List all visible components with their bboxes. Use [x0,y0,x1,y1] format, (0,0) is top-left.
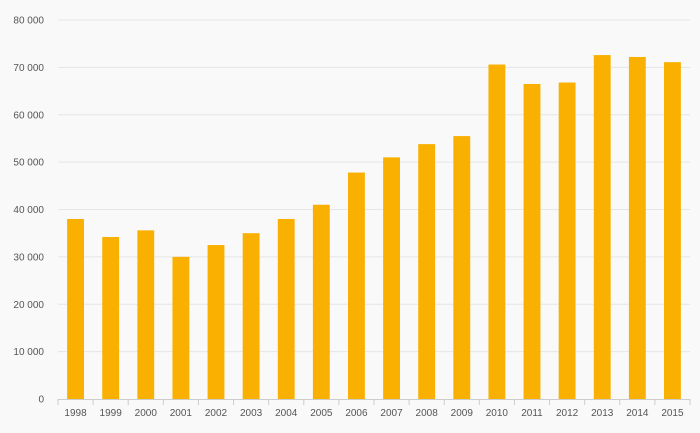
bar-2013 [593,55,611,400]
x-tick-label: 2000 [135,408,158,419]
x-tick-label: 2012 [556,408,579,419]
y-tick-label: 40 000 [13,205,44,216]
bar-2009 [453,136,471,399]
y-tick-label: 10 000 [13,347,44,358]
bar-2007 [383,157,400,399]
y-tick-label: 50 000 [13,158,44,169]
bar-2008 [418,144,436,399]
x-tick-label: 2009 [451,408,474,419]
x-axis-ticks: 1998 1999 2000 2001 2002 2003 2004 2005 2006 2007… [64,408,684,419]
bar-2015 [664,62,681,399]
x-tick-label: 2001 [170,408,193,419]
bar-2001 [172,256,190,399]
y-tick-label: 0 [38,395,44,406]
bar-2003 [242,233,260,399]
y-tick-label: 30 000 [13,252,44,263]
x-tick-label: 2006 [345,408,368,419]
bar-2014 [628,56,646,399]
y-tick-label: 70 000 [13,63,44,74]
x-tick-label: 1998 [64,408,87,419]
x-tick-label: 2015 [661,408,684,419]
grid-lines [58,19,690,353]
bar-2010 [488,64,506,399]
bar-2000 [137,230,155,399]
bar-2006 [348,172,365,399]
x-tick-label: 2002 [205,408,228,419]
x-tick-label: 2005 [310,408,333,419]
bar-1999 [102,236,120,399]
x-tick-label: 1999 [100,408,123,419]
bar-2012 [558,82,576,399]
y-tick-label: 20 000 [13,300,44,311]
y-tick-label: 80 000 [13,16,44,27]
x-tick-label: 2010 [486,408,509,419]
x-tick-label: 2014 [626,408,649,419]
bar-1998 [67,218,84,399]
x-tick-label: 2004 [275,408,298,419]
y-tick-label: 60 000 [13,110,44,121]
x-axis [57,399,691,405]
x-tick-label: 2008 [416,408,439,419]
bar-2011 [523,83,541,400]
x-tick-label: 2007 [380,408,403,419]
x-tick-label: 2003 [240,408,263,419]
bar-2002 [207,245,225,399]
x-tick-label: 2011 [521,408,543,419]
y-axis-ticks: 0 10 000 20 000 30 000 40 000 50 000 60 000 70 … [13,16,44,406]
bars [67,55,681,400]
bar-2005 [312,204,330,399]
x-tick-label: 2013 [591,408,614,419]
bar-2004 [277,218,295,399]
